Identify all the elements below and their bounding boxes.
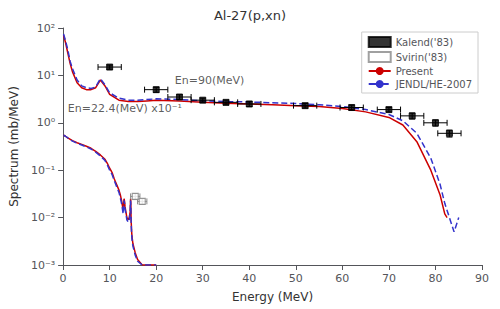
svg-text:En=90(MeV): En=90(MeV) xyxy=(175,74,245,87)
svg-text:10⁻¹: 10⁻¹ xyxy=(31,164,55,177)
svg-text:10¹: 10¹ xyxy=(37,69,55,82)
svg-text:10⁻²: 10⁻² xyxy=(31,211,55,224)
svg-text:40: 40 xyxy=(242,272,256,285)
svg-text:10⁻³: 10⁻³ xyxy=(31,259,55,272)
svg-text:Svirin('83): Svirin('83) xyxy=(396,52,448,63)
svg-text:90: 90 xyxy=(475,272,489,285)
svg-text:20: 20 xyxy=(149,272,163,285)
svg-text:80: 80 xyxy=(428,272,442,285)
svg-text:0: 0 xyxy=(60,272,67,285)
svg-text:60: 60 xyxy=(335,272,349,285)
svg-text:70: 70 xyxy=(382,272,396,285)
svg-text:10⁰: 10⁰ xyxy=(37,116,56,129)
svg-text:Present: Present xyxy=(396,66,434,77)
svg-text:JENDL/HE-2007: JENDL/HE-2007 xyxy=(395,79,472,90)
svg-text:30: 30 xyxy=(196,272,210,285)
svg-text:10²: 10² xyxy=(37,22,55,35)
svg-text:Kalend('83): Kalend('83) xyxy=(396,37,454,48)
svg-text:50: 50 xyxy=(289,272,303,285)
svg-text:Energy (MeV): Energy (MeV) xyxy=(232,290,313,304)
svg-text:Spectrum (mb/MeV): Spectrum (mb/MeV) xyxy=(7,86,21,207)
svg-text:10: 10 xyxy=(103,272,117,285)
svg-text:Al-27(p,xn): Al-27(p,xn) xyxy=(214,8,286,23)
svg-text:En=22.4(MeV) x10⁻¹: En=22.4(MeV) x10⁻¹ xyxy=(68,102,182,115)
